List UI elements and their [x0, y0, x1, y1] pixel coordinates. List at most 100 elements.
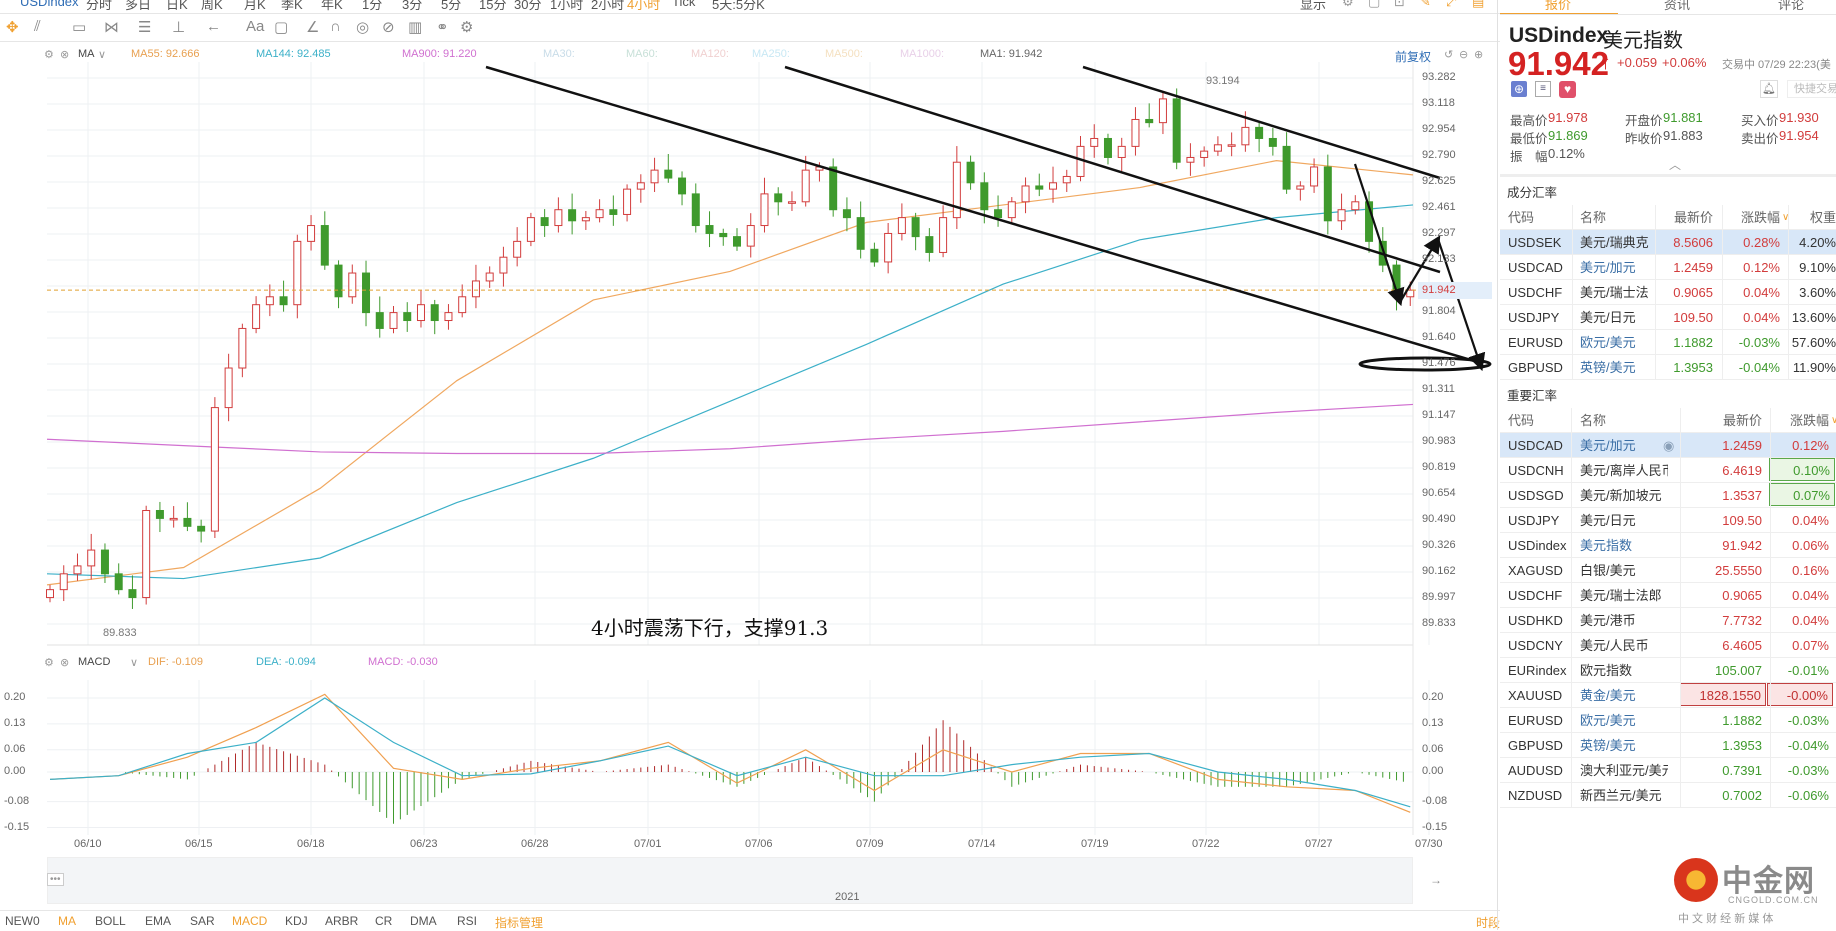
- table-row[interactable]: [1500, 355, 1836, 380]
- period-15[interactable]: Tick: [672, 0, 696, 9]
- layout-icon[interactable]: ▢: [1368, 0, 1381, 9]
- period-9[interactable]: 5分: [441, 0, 462, 12]
- table-row[interactable]: [1500, 683, 1836, 708]
- lock-icon[interactable]: ◎: [356, 19, 370, 36]
- column-header[interactable]: 代码: [1508, 210, 1535, 225]
- tab-comments[interactable]: 评论: [1778, 0, 1805, 12]
- document-icon[interactable]: ≡: [1535, 81, 1551, 97]
- period-13[interactable]: 2小时: [591, 0, 625, 12]
- panel-icon[interactable]: ▤: [1472, 0, 1485, 9]
- table-row[interactable]: [1500, 433, 1836, 458]
- indicator-ema[interactable]: EMA: [145, 914, 172, 928]
- watch-eye-icon[interactable]: ◉: [1663, 438, 1675, 453]
- period-10[interactable]: 15分: [479, 0, 507, 12]
- table-row[interactable]: [1500, 783, 1836, 808]
- period-2[interactable]: 日K: [166, 0, 188, 12]
- favorite-heart-icon[interactable]: ♥: [1559, 81, 1576, 98]
- table-row[interactable]: [1500, 483, 1836, 508]
- column-header[interactable]: 名称: [1580, 210, 1607, 225]
- ma-close-icon[interactable]: ⊗: [60, 49, 70, 61]
- period-0[interactable]: 分时: [86, 0, 113, 12]
- ma-selector[interactable]: MA: [78, 48, 95, 60]
- column-header[interactable]: 权重: [1809, 210, 1836, 225]
- column-header[interactable]: 代码: [1508, 413, 1535, 428]
- macd-close-icon[interactable]: ⊗: [60, 657, 70, 669]
- table-row[interactable]: [1500, 708, 1836, 733]
- macd-selector[interactable]: MACD: [78, 656, 111, 668]
- globe-icon[interactable]: ⊕: [1511, 81, 1527, 97]
- display-menu[interactable]: 显示: [1300, 0, 1327, 12]
- table-row[interactable]: [1500, 658, 1836, 683]
- ma-settings-icon[interactable]: ⚙: [44, 49, 54, 61]
- magnet-icon[interactable]: ∩: [330, 18, 341, 35]
- navigator-handle[interactable]: •••: [47, 873, 64, 886]
- period-1[interactable]: 多日: [125, 0, 152, 12]
- table-row[interactable]: [1500, 305, 1836, 330]
- angle-icon[interactable]: ∠: [306, 19, 320, 36]
- indicator-arbr[interactable]: ARBR: [325, 914, 359, 928]
- table-row[interactable]: [1500, 458, 1836, 483]
- indicator-boll[interactable]: BOLL: [95, 914, 126, 928]
- period-11[interactable]: 30分: [514, 0, 542, 12]
- column-header[interactable]: 涨跌幅: [1740, 210, 1780, 225]
- period-6[interactable]: 年K: [321, 0, 343, 12]
- indicator-rsi[interactable]: RSI: [457, 914, 478, 928]
- table-row[interactable]: [1500, 558, 1836, 583]
- period-4[interactable]: 月K: [244, 0, 266, 12]
- adjust-button[interactable]: 前复权: [1395, 50, 1432, 64]
- settings-icon[interactable]: ⚙: [460, 19, 474, 36]
- arrow-tool-icon[interactable]: ←: [206, 18, 221, 35]
- period-7[interactable]: 1分: [362, 0, 383, 12]
- move-icon[interactable]: ✥: [6, 19, 19, 36]
- text-tool-icon[interactable]: Aa: [246, 18, 265, 35]
- indicator-manage-button[interactable]: 指标管理: [495, 916, 544, 930]
- link-icon[interactable]: ⚭: [436, 19, 449, 36]
- hide-icon[interactable]: ⊘: [382, 19, 395, 36]
- navigator[interactable]: [47, 857, 1413, 904]
- table-row[interactable]: [1500, 633, 1836, 658]
- sort-chevron-icon[interactable]: ∨: [1782, 212, 1790, 223]
- column-header[interactable]: 涨跌幅: [1789, 413, 1829, 428]
- pen-icon[interactable]: ✎: [1420, 0, 1431, 9]
- indicator-macd[interactable]: MACD: [232, 914, 268, 928]
- indicator-kdj[interactable]: KDJ: [285, 914, 308, 928]
- period-button[interactable]: 时段: [1476, 916, 1501, 930]
- table-row[interactable]: [1500, 330, 1836, 355]
- indicator-cr[interactable]: CR: [375, 914, 393, 928]
- navigator-right-handle[interactable]: →: [1430, 873, 1442, 887]
- snapshot-icon[interactable]: ⊡: [1394, 0, 1405, 9]
- zoom-in-icon[interactable]: ⊕: [1474, 49, 1484, 61]
- table-row[interactable]: [1500, 583, 1836, 608]
- period-12[interactable]: 1小时: [550, 0, 584, 12]
- table-row[interactable]: [1500, 758, 1836, 783]
- tab-news[interactable]: 资讯: [1664, 0, 1691, 12]
- column-header[interactable]: 最新价: [1673, 210, 1713, 225]
- period-16[interactable]: 5天:5分K: [712, 0, 765, 12]
- indicator-new0[interactable]: NEW0: [5, 914, 40, 928]
- quick-trade-input[interactable]: 快捷交易: [1787, 80, 1836, 98]
- indicator-ma[interactable]: MA: [58, 914, 76, 928]
- table-row[interactable]: [1500, 533, 1836, 558]
- chevron-down-icon[interactable]: ∨: [98, 49, 107, 61]
- column-header[interactable]: 名称: [1580, 413, 1607, 428]
- measure-tool-icon[interactable]: ⊥: [172, 19, 186, 36]
- fib-tool-icon[interactable]: ☰: [138, 19, 152, 36]
- line-tool-icon[interactable]: ⫽: [34, 18, 41, 35]
- period-3[interactable]: 周K: [201, 0, 223, 12]
- table-row[interactable]: [1500, 733, 1836, 758]
- period-5[interactable]: 季K: [281, 0, 303, 12]
- table-row[interactable]: [1500, 230, 1836, 255]
- zoom-out-icon[interactable]: ⊖: [1459, 49, 1469, 61]
- sort-chevron-icon[interactable]: ∨: [1831, 415, 1836, 426]
- chevron-down-icon[interactable]: ∨: [130, 657, 139, 669]
- trash-icon[interactable]: ▥: [408, 19, 423, 36]
- table-row[interactable]: [1500, 608, 1836, 633]
- indicator-dma[interactable]: DMA: [410, 914, 437, 928]
- macd-settings-icon[interactable]: ⚙: [44, 657, 54, 669]
- collapse-chevron-icon[interactable]: ︿: [1669, 158, 1682, 172]
- indicator-sar[interactable]: SAR: [190, 914, 215, 928]
- table-row[interactable]: [1500, 255, 1836, 280]
- fullscreen-icon[interactable]: ⤢: [1446, 0, 1457, 9]
- tab-quote[interactable]: 报价: [1545, 0, 1572, 12]
- undo-icon[interactable]: ↺: [1444, 49, 1454, 61]
